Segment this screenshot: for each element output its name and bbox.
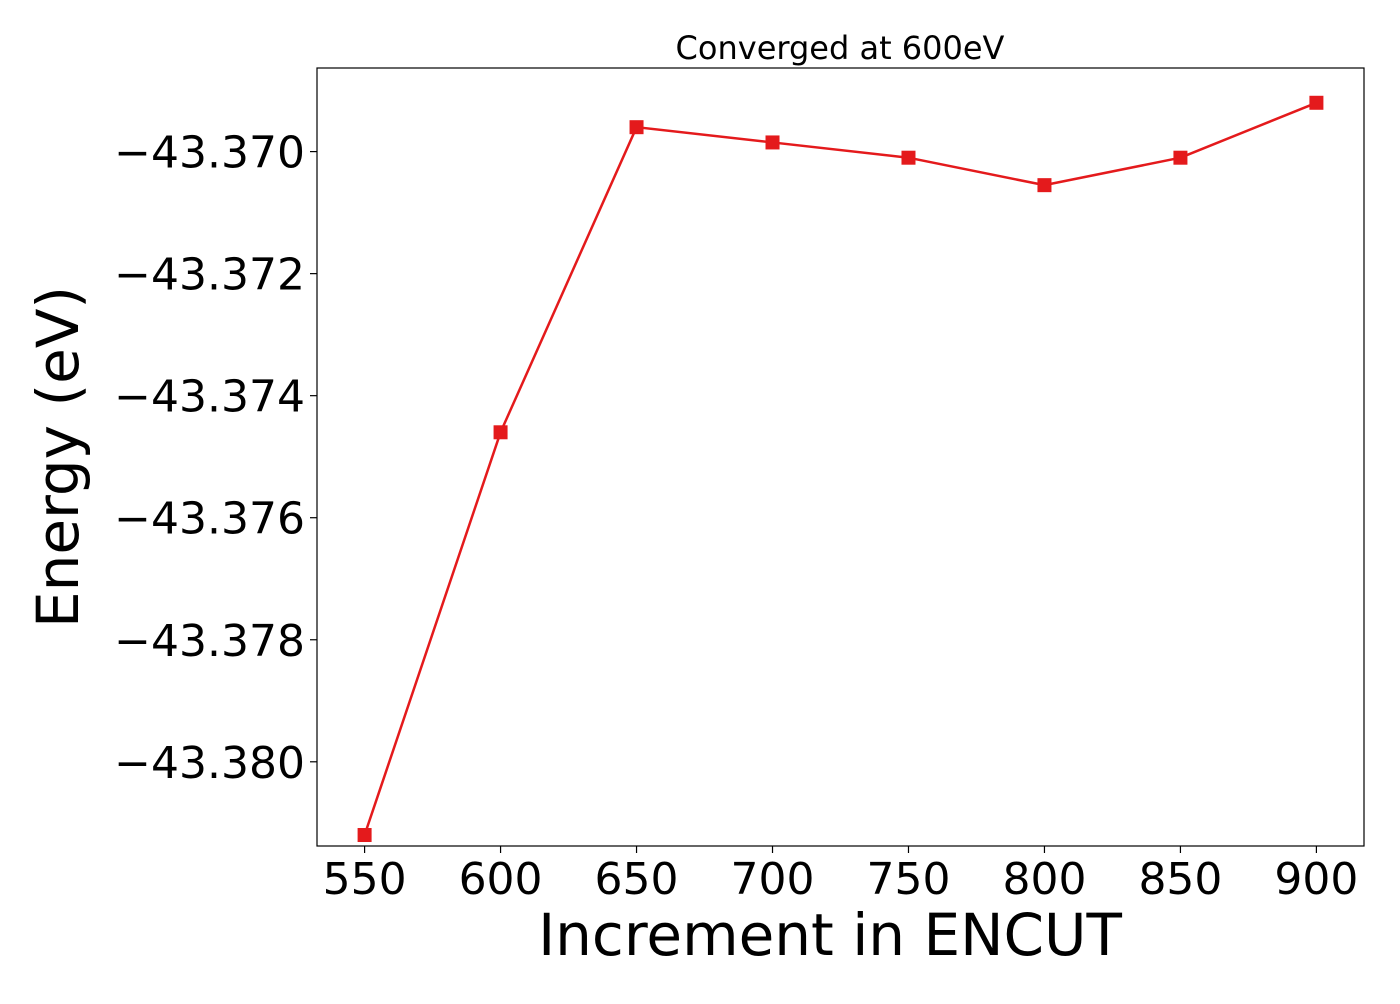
series-line xyxy=(363,101,1317,836)
y-tick-label: −43.378 xyxy=(114,616,305,667)
x-tick-label: 900 xyxy=(1274,854,1358,905)
x-tick-label: 800 xyxy=(1002,854,1086,905)
data-point-marker xyxy=(629,120,644,135)
chart-title: Converged at 600eV xyxy=(676,29,1005,67)
data-point-marker xyxy=(1037,178,1052,193)
x-tick-label: 550 xyxy=(323,854,407,905)
data-point-marker xyxy=(765,135,780,150)
series-layer xyxy=(357,95,1324,843)
data-point-marker xyxy=(357,828,372,843)
data-point-marker xyxy=(1309,95,1324,110)
y-tick-label: −43.374 xyxy=(114,372,305,423)
data-point-marker xyxy=(493,425,508,440)
x-axis-ticks: 550 600 650 700 750 800 850 900 xyxy=(323,846,1358,905)
y-tick-label: −43.380 xyxy=(114,738,305,789)
y-axis-ticks: −43.370 −43.372 −43.374 −43.376 −43.378 −43.3… xyxy=(114,128,317,789)
x-tick-label: 700 xyxy=(731,854,815,905)
data-point-marker xyxy=(901,150,916,165)
x-tick-label: 650 xyxy=(595,854,679,905)
plot-area-frame xyxy=(316,67,1365,847)
data-point-marker xyxy=(1173,150,1188,165)
y-tick-label: −43.376 xyxy=(114,494,305,545)
x-axis-label: Increment in ENCUT xyxy=(538,901,1122,969)
x-tick-label: 750 xyxy=(866,854,950,905)
y-tick-label: −43.370 xyxy=(114,128,305,179)
y-axis-label: Energy (eV) xyxy=(24,286,92,628)
y-tick-label: −43.372 xyxy=(114,250,305,301)
x-tick-label: 850 xyxy=(1138,854,1222,905)
x-tick-label: 600 xyxy=(459,854,543,905)
